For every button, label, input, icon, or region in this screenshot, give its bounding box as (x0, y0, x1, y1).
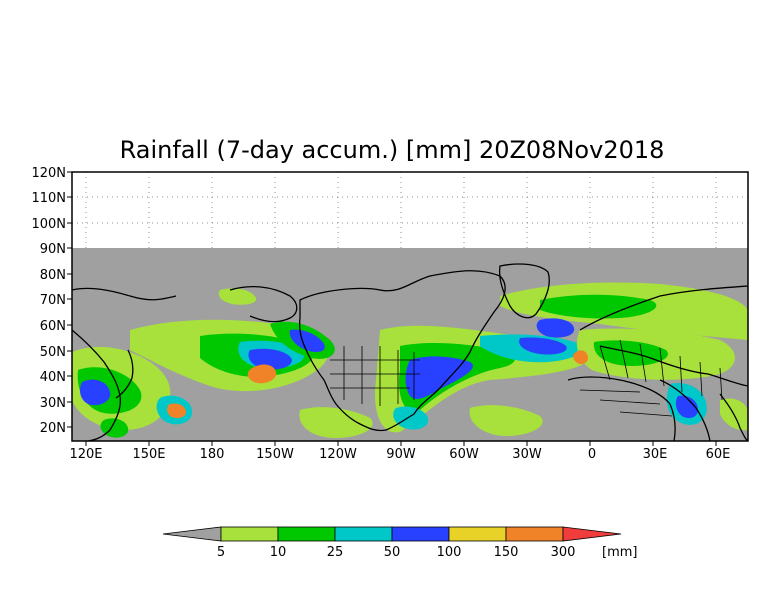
colorbar-tick: 50 (384, 545, 401, 560)
lat-label: 40N (40, 370, 66, 385)
plot-frame (71, 171, 749, 442)
lon-label: 90W (386, 447, 416, 462)
lat-label: 60N (40, 319, 66, 334)
colorbar-tick: 150 (494, 545, 519, 560)
colorbar-seg-4 (391, 526, 450, 542)
lat-label: 70N (40, 293, 66, 308)
longitude-labels: 120E 150E 180 150W 120W 90W 60W 30W 0 30… (69, 447, 730, 462)
rain-area-eastus-blue (405, 356, 473, 399)
rain-patches (72, 282, 748, 438)
lon-label: 120E (69, 447, 102, 462)
lon-label: 180 (200, 447, 225, 462)
coastline-asia (71, 287, 177, 442)
rain-area-npacific-heavy (247, 364, 277, 384)
coastline-alaska (229, 285, 298, 323)
colorbar-seg-1 (220, 526, 279, 542)
lat-label: 120N (31, 166, 66, 181)
lat-label: 100N (31, 217, 66, 232)
coastlines (71, 263, 749, 442)
lon-label: 30E (643, 447, 668, 462)
coastline-south-asia (659, 379, 749, 442)
coastline-europe (579, 285, 749, 387)
colorbar-tick: 100 (437, 545, 462, 560)
latitude-labels: 120N 110N 100N 90N 80N 70N 60N 50N 40N 3… (31, 166, 66, 436)
colorbar: 5 10 25 50 100 150 300 [mm] (162, 526, 637, 560)
lon-label: 150W (256, 447, 294, 462)
colorbar-seg-3 (334, 526, 393, 542)
lat-label: 80N (40, 268, 66, 283)
rain-area-npacific-blue (248, 348, 292, 370)
colorbar-seg-5 (448, 526, 507, 542)
lat-label: 50N (40, 345, 66, 360)
lat-label: 30N (40, 396, 66, 411)
lon-label: 120W (319, 447, 357, 462)
rain-area-atlantic-blue (519, 337, 567, 355)
lat-label: 20N (40, 421, 66, 436)
colorbar-seg-7 (562, 526, 622, 542)
coastline-greenland (498, 263, 550, 319)
rain-area-europe-heavy (573, 350, 588, 365)
rain-area-tropics-east (469, 405, 543, 436)
lat-label: 110N (31, 191, 66, 206)
map-title: Rainfall (7-day accum.) [mm] 20Z08Nov201… (119, 136, 665, 164)
coastline-north-america (298, 270, 506, 432)
colorbar-seg-6 (505, 526, 564, 542)
lat-ticks (67, 171, 72, 428)
lon-label: 30W (512, 447, 542, 462)
lon-label: 60W (449, 447, 479, 462)
rain-area-gulf (393, 406, 429, 430)
rain-area-natlantic-blue (536, 318, 575, 338)
colorbar-seg-2 (277, 526, 336, 542)
lon-label: 0 (588, 447, 596, 462)
colorbar-unit: [mm] (602, 545, 637, 560)
rain-area-india-blue (675, 395, 698, 418)
colorbar-tick: 5 (217, 545, 225, 560)
rain-area-wpacific-heavy (80, 379, 111, 406)
lon-ticks (85, 441, 717, 446)
colorbar-tick: 300 (551, 545, 576, 560)
rain-area-typhoon-core (167, 403, 186, 419)
lat-label: 90N (40, 242, 66, 257)
colorbar-tick: 10 (270, 545, 287, 560)
coastline-africa (567, 376, 676, 442)
lon-label: 150E (132, 447, 165, 462)
lon-label: 60E (706, 447, 731, 462)
rain-area-bering (218, 288, 257, 305)
colorbar-tick: 25 (327, 545, 344, 560)
rain-area-natlantic-core (540, 294, 657, 319)
rain-area-gulf-alaska-blue (289, 329, 325, 352)
colorbar-seg-0 (162, 526, 222, 542)
political-borders (330, 339, 723, 417)
rain-area-tropics-central (299, 407, 373, 438)
coastline-japan (115, 349, 134, 399)
